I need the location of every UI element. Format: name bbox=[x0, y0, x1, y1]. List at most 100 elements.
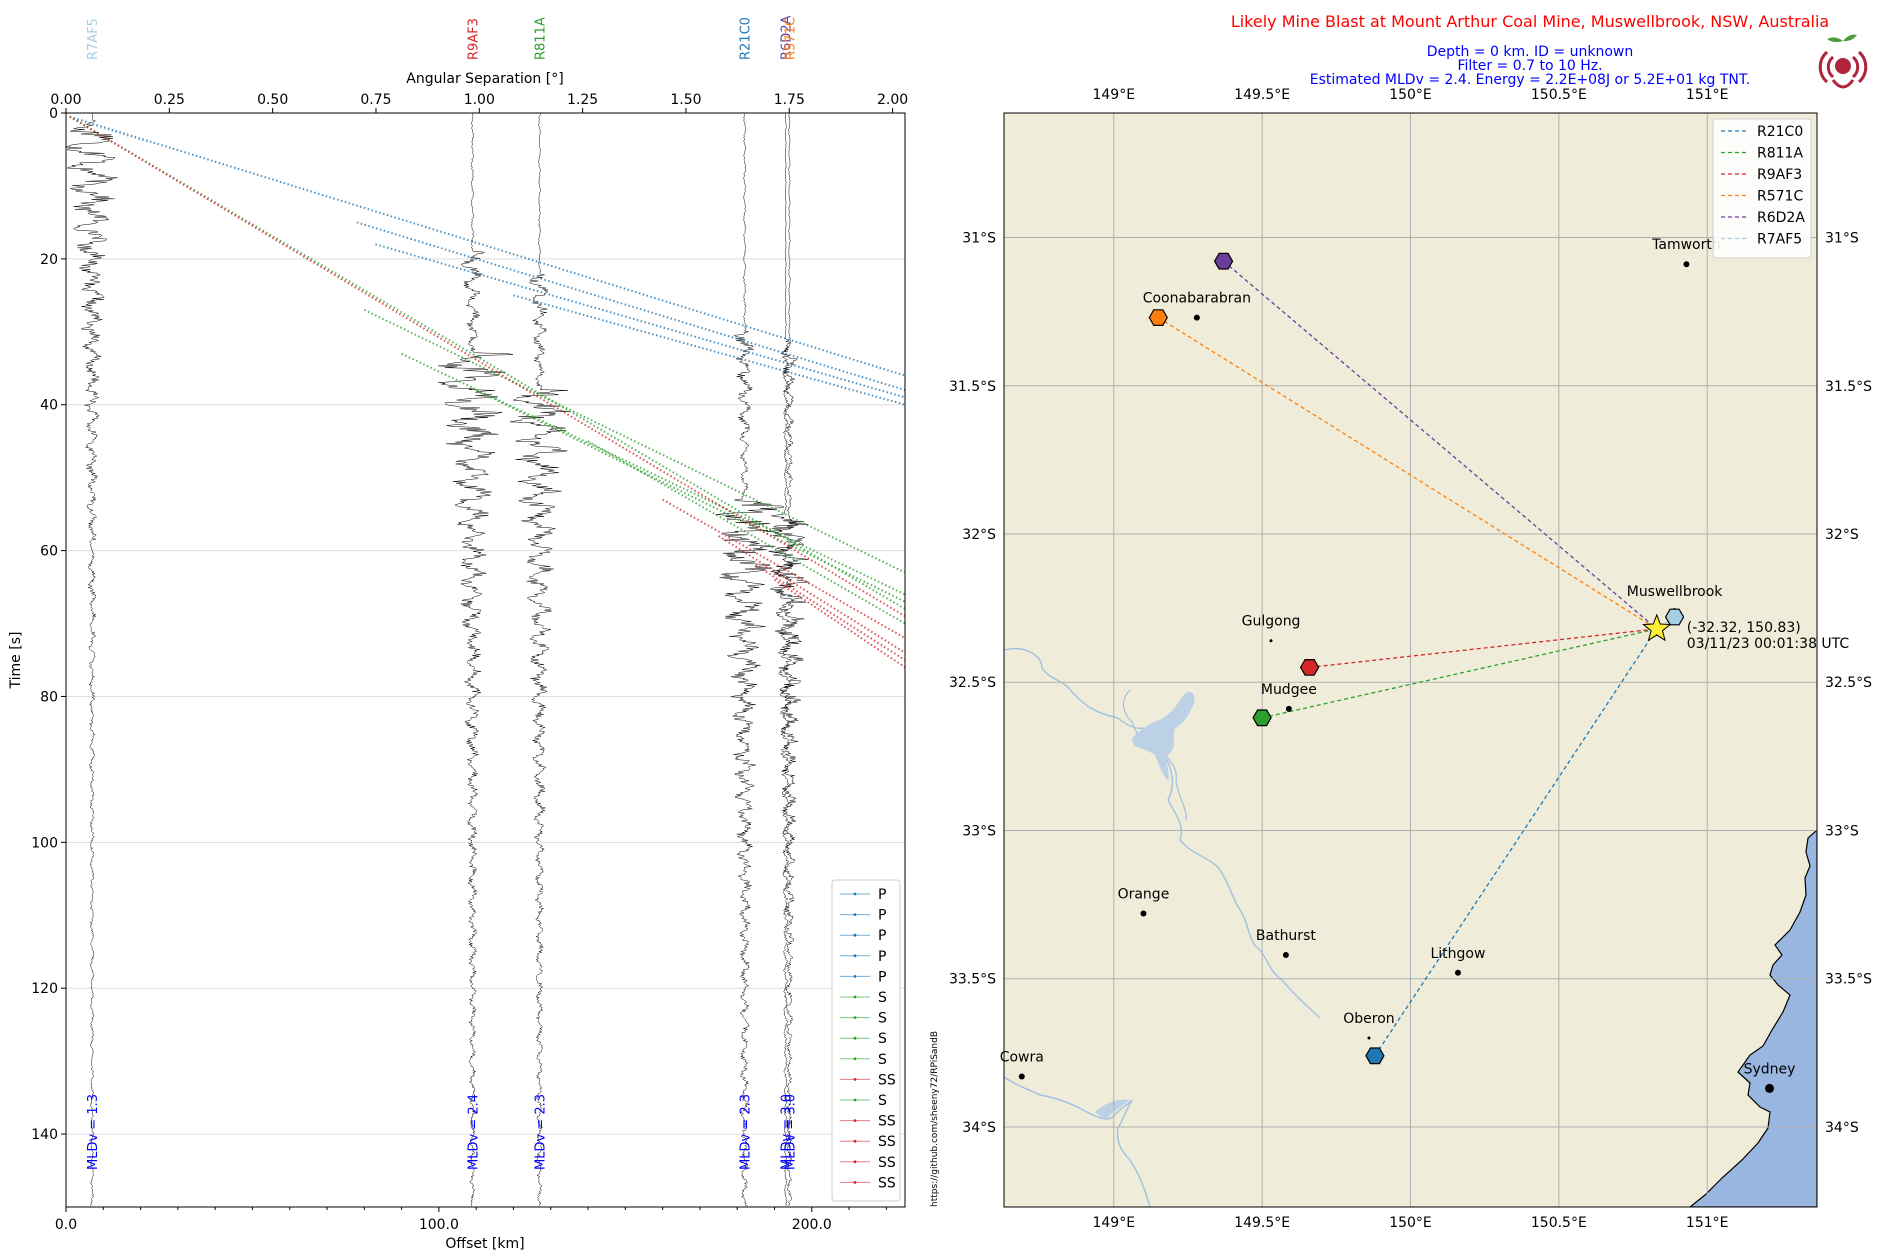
legend-label: SS bbox=[878, 1072, 896, 1088]
event-marker: (-32.32, 150.83)03/11/23 00:01:38 UTC bbox=[1642, 613, 1849, 652]
map-legend-label: R6D2A bbox=[1757, 210, 1805, 226]
top-tick-label: 1.00 bbox=[464, 92, 495, 108]
trace-r6d2a bbox=[770, 113, 798, 1207]
legend-marker bbox=[853, 913, 857, 916]
lon-tick-label-top: 150°E bbox=[1389, 87, 1432, 103]
x-axis-label: Offset [km] bbox=[445, 1236, 524, 1252]
y-tick-label: 80 bbox=[40, 689, 58, 705]
river-lachlan bbox=[1004, 1076, 1151, 1207]
credit-text: https://github.com/sheeny72/RPiSandB bbox=[930, 1031, 940, 1207]
lake-burrendong bbox=[1131, 691, 1195, 782]
station-hexagon-icon bbox=[1252, 709, 1272, 727]
station-label-r571c: R571C bbox=[783, 17, 798, 60]
legend-marker bbox=[853, 1139, 857, 1143]
city-label-sydney: Sydney bbox=[1744, 1061, 1796, 1077]
city-label-oberon: Oberon bbox=[1343, 1011, 1394, 1027]
lat-tick-label-right: 32.5°S bbox=[1825, 675, 1872, 691]
legend-label: SS bbox=[878, 1114, 896, 1130]
y-axis-label: Time [s] bbox=[8, 632, 24, 690]
station-label-r9af3: R9AF3 bbox=[466, 18, 481, 60]
river-macquarie bbox=[1004, 648, 1321, 1019]
city-markers: Tamworth Coonabarabran Muswellbrook Gulgong… bbox=[1000, 237, 1796, 1093]
station-hexagon-icon bbox=[1664, 608, 1685, 626]
lat-tick-label-right: 32°S bbox=[1825, 527, 1859, 543]
map-legend-box bbox=[1712, 118, 1812, 259]
top-tick-label: 1.25 bbox=[567, 92, 598, 108]
record-section-gridlines bbox=[66, 112, 905, 1135]
station-hexagon-icon bbox=[1148, 309, 1168, 326]
station-label-r811a: R811A bbox=[534, 17, 549, 60]
city-label-tamworth: Tamworth bbox=[1651, 237, 1721, 253]
lat-tick-label-right: 31.5°S bbox=[1825, 379, 1872, 395]
top-tick-label: 0.00 bbox=[50, 92, 81, 108]
lat-tick-label-right: 34°S bbox=[1825, 1120, 1859, 1136]
city-label-bathurst: Bathurst bbox=[1256, 928, 1316, 944]
legend-marker bbox=[853, 1036, 857, 1040]
legend-label: S bbox=[878, 1011, 887, 1027]
city-dot-coonabarabran bbox=[1193, 314, 1200, 321]
y-tick-label: 60 bbox=[40, 544, 58, 560]
station-hexagon-icon bbox=[1299, 658, 1320, 676]
legend-label: SS bbox=[878, 1175, 896, 1191]
lat-tick-label-left: 32.5°S bbox=[949, 675, 996, 691]
legend-label: S bbox=[878, 990, 887, 1006]
y-tick-label: 140 bbox=[31, 1127, 58, 1143]
station-hexagon-icon bbox=[1365, 1047, 1385, 1065]
station-hexagon-icon bbox=[1213, 252, 1234, 270]
lat-tick-label-left: 31°S bbox=[962, 231, 996, 247]
station-markers bbox=[1148, 252, 1685, 1065]
legend-marker bbox=[853, 1057, 857, 1061]
mldv-label-r811a: MLDv = 2.3 bbox=[534, 1094, 549, 1170]
trace-r9af3 bbox=[438, 113, 514, 1207]
map-subtitle-filter: Filter = 0.7 to 10 Hz. bbox=[1457, 58, 1602, 74]
legend-marker bbox=[853, 995, 857, 999]
raspberry-shake-logo-icon bbox=[1818, 34, 1868, 89]
legend-marker bbox=[853, 892, 857, 896]
x-tick-label: 100.0 bbox=[419, 1217, 459, 1233]
phase-curve-ss bbox=[662, 498, 905, 639]
station-legend: R21C0 R811A R9AF3 R571C R6D2A R7AF5 bbox=[1712, 118, 1812, 259]
legend-marker bbox=[853, 933, 857, 937]
legend-marker bbox=[853, 975, 857, 978]
path-line-r811a bbox=[1261, 628, 1657, 719]
city-label-cowra: Cowra bbox=[1000, 1050, 1044, 1066]
legend-label: P bbox=[878, 969, 886, 985]
ocean-coastline bbox=[1689, 829, 1817, 1207]
station-label-r7af5: R7AF5 bbox=[86, 18, 101, 60]
event-star-icon bbox=[1642, 613, 1672, 642]
legend-label: S bbox=[878, 1093, 887, 1109]
record-section-frame bbox=[65, 112, 906, 1208]
city-dot-gulgong bbox=[1269, 639, 1273, 643]
legend-box bbox=[831, 879, 901, 1202]
city-dot-oberon bbox=[1367, 1036, 1371, 1040]
top-axis-label: Angular Separation [°] bbox=[406, 71, 563, 87]
map-legend-label: R811A bbox=[1757, 146, 1803, 162]
legend-label: P bbox=[878, 887, 886, 903]
path-line-r6d2a bbox=[1223, 260, 1658, 630]
phase-arrival-curves bbox=[69, 115, 905, 669]
legend-marker bbox=[853, 954, 857, 958]
lon-tick-label-top: 150.5°E bbox=[1531, 87, 1587, 103]
lon-tick-label-bottom: 151°E bbox=[1686, 1215, 1729, 1231]
y-tick-label: 100 bbox=[31, 835, 58, 851]
map-subtitle-energy: Estimated MLDv = 2.4. Energy = 2.2E+08J … bbox=[1310, 72, 1750, 88]
y-tick-label: 120 bbox=[31, 981, 58, 997]
lon-tick-label-bottom: 150°E bbox=[1389, 1215, 1432, 1231]
map-legend-label: R21C0 bbox=[1757, 124, 1803, 140]
legend-marker bbox=[853, 1016, 857, 1019]
lat-tick-label-right: 33.5°S bbox=[1825, 972, 1872, 988]
top-tick-label: 2.00 bbox=[877, 92, 908, 108]
city-label-orange: Orange bbox=[1118, 886, 1170, 902]
record-section-plot-area bbox=[66, 113, 905, 1207]
top-tick-label: 0.50 bbox=[257, 92, 288, 108]
mldv-label-r571c: MLDv = 3.0 bbox=[783, 1094, 798, 1170]
path-line-r9af3 bbox=[1309, 628, 1657, 669]
legend-label: S bbox=[878, 1052, 887, 1068]
event-coords-label: (-32.32, 150.83) bbox=[1687, 620, 1801, 636]
map-legend-label: R7AF5 bbox=[1757, 232, 1802, 248]
lon-tick-label-top: 149.5°E bbox=[1234, 87, 1290, 103]
y-tick-label: 0 bbox=[49, 106, 58, 122]
